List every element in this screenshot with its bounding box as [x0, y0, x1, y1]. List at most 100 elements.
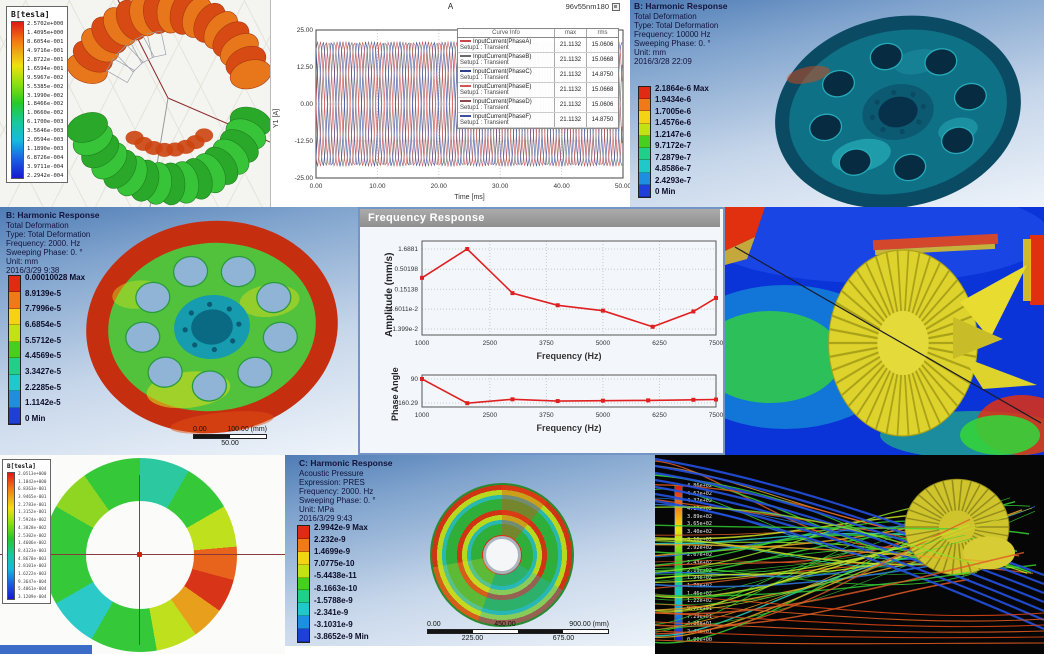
colorbar-label: -2.341e-9: [314, 607, 349, 617]
curve-setup: Setup1 : Transient: [460, 90, 509, 96]
analysis-header-line: Unit: mm: [634, 48, 666, 57]
amplitude-chart: 1000 2500 3750 5000 6250 7500 1.6881 0.50198 0.1…: [389, 240, 723, 361]
colorbar-label: 6.6854e-5: [25, 319, 62, 329]
crosshair-vertical: [139, 475, 140, 645]
legend-row: InputCurrent(PhaseB) Setup1 : Transient …: [458, 53, 618, 68]
ruler-bar: [193, 434, 267, 439]
colorbar-label: 1.4699e-9: [314, 547, 351, 557]
curve-name: InputCurrent(PhaseB): [473, 54, 532, 60]
analysis-header-line: 2016/3/29 9:43: [299, 514, 353, 523]
window-edge: [285, 646, 655, 654]
colorbar-band: [298, 603, 309, 617]
particle-id-label: 2.43e+02: [687, 559, 712, 566]
particle-id-label: 1.46e+02: [687, 590, 712, 597]
svg-text:5000: 5000: [596, 340, 611, 347]
curve-label: InputCurrent(PhaseF) Setup1 : Transient: [458, 113, 554, 127]
center-marker: [137, 552, 142, 557]
colorbar-bands: [297, 525, 310, 643]
analysis-lines: Acoustic Pressure Expression: PRES Frequen…: [299, 469, 393, 523]
colorbar-band: [298, 526, 309, 539]
curve-label: InputCurrent(PhaseA) Setup1 : Transient: [458, 38, 554, 52]
colorbar-label: 7.7996e-5: [25, 304, 62, 314]
streamlines-view: [655, 457, 1044, 645]
analysis-header-line: 2016/3/28 22:09: [634, 57, 692, 66]
analysis-header-line: Unit: MPa: [299, 505, 335, 514]
legend-value: 3.9465e-001: [18, 495, 47, 501]
legend-value: 2.0513e+000: [18, 472, 47, 477]
panel-acoustic-pressure: C: Harmonic Response Acoustic Pressure Ex…: [285, 455, 655, 654]
colorbar-band: [298, 577, 309, 591]
svg-text:40.00: 40.00: [553, 183, 570, 190]
particle-id-label: 7.29e+01: [687, 613, 712, 620]
colorbar-band: [298, 538, 309, 552]
colorbar-band: [298, 629, 309, 643]
cfd-contour-view: [725, 207, 1044, 455]
colorbar-label: -8.1663e-10: [314, 583, 358, 593]
curve-setup: Setup1 : Transient: [460, 60, 509, 66]
particle-id-label: 4.86e+02: [687, 483, 712, 489]
svg-text:2500: 2500: [483, 340, 498, 347]
svg-text:4.6011e-2: 4.6011e-2: [389, 306, 418, 313]
legend-value: 3.5646e-003: [27, 128, 64, 135]
ruler-max: 100.00 (mm): [227, 426, 267, 433]
colorbar-label: -5.4438e-11: [314, 571, 357, 581]
phase-chart: 1000 2500 3750 5000 6250 7500 90 -160.29 Frequen…: [396, 374, 723, 433]
curve-name: InputCurrent(PhaseA): [473, 39, 532, 45]
legend-colorbar: [7, 472, 15, 600]
colorbar-labels: 2.1864e-6 Max 1.9434e-6 1.7005e-6 1.4576e-6…: [655, 84, 709, 196]
analysis-header-line: Type: Total Deformation: [634, 21, 719, 30]
propeller-blade: [960, 265, 1027, 339]
ruler-450: 450.00: [494, 621, 516, 628]
particle-id-label: 3.65e+02: [687, 521, 712, 528]
colorbar-band: [9, 391, 20, 408]
particle-id-label: 9.72e+01: [687, 606, 712, 612]
svg-text:20.00: 20.00: [431, 183, 448, 190]
analysis-header-line: Acoustic Pressure: [299, 469, 364, 478]
svg-text:30.00: 30.00: [492, 183, 509, 190]
curve-setup: Setup1 : Transient: [460, 105, 509, 111]
curve-name: InputCurrent(PhaseE): [473, 84, 532, 90]
particle-id-label: 1.22e+02: [687, 598, 712, 605]
window-titlebar: Frequency Response: [360, 209, 720, 227]
phase-axis-label: Phase Angle: [390, 367, 400, 421]
legend-values: 2.5702e+000 1.4095e+000 8.6054e-001 4.9716e…: [27, 21, 63, 179]
colorbar-label: 8.9139e-5: [25, 288, 62, 298]
colorbar-band: [298, 590, 309, 604]
legend-value: 3.9711e-004: [27, 164, 64, 170]
colorbar-labels: 2.9942e-9 Max 2.232e-9 1.4699e-9 7.0775e-10…: [314, 523, 369, 641]
analysis-lines: Total Deformation Type: Total Deformation…: [634, 12, 728, 66]
colorbar-label: 1.7005e-6: [655, 106, 692, 116]
svg-text:1000: 1000: [415, 412, 430, 419]
legend-header-curve: Curve Info: [492, 30, 520, 36]
svg-text:90: 90: [411, 376, 419, 383]
curve-max: 21.1132: [554, 53, 586, 67]
curve-rms: 14.8750: [586, 113, 618, 127]
colorbar-label: 0 Min: [25, 413, 46, 423]
curve-setup: Setup1 : Transient: [460, 120, 509, 126]
colorbar-label: 3.3427e-5: [25, 366, 62, 376]
svg-text:7500: 7500: [709, 412, 723, 419]
panel-harmonic-response-2000hz: B: Harmonic Response Total Deformation Ty…: [0, 207, 358, 455]
legend-row: InputCurrent(PhaseD) Setup1 : Transient …: [458, 98, 618, 113]
legend-title: B[tesla]: [7, 463, 36, 470]
analysis-lines: Total Deformation Type: Total Deformation…: [6, 221, 100, 275]
particle-id-labels: 4.86e+02 4.62e+02 4.37e+02 4.13e+02 3.89e+02…: [687, 483, 712, 643]
analysis-header-line: Unit: mm: [6, 257, 38, 266]
legend-row: InputCurrent(PhaseC) Setup1 : Transient …: [458, 68, 618, 83]
panel-bfield-ring: B[tesla] 2.0513e+000 1.1842e+000 6.8363e-0…: [0, 455, 285, 654]
legend-values: 2.0513e+000 1.1842e+000 6.8363e-001 3.9465e…: [18, 472, 46, 600]
window-pin-icon[interactable]: [612, 2, 620, 11]
colorbar-bands: [8, 275, 21, 425]
colorbar-bands: [638, 86, 651, 198]
particle-id-label: 4.37e+02: [687, 498, 712, 505]
curve-max: 21.1132: [554, 83, 586, 97]
legend-header-row: Curve Info max rms: [458, 29, 618, 38]
legend-header-max: max: [554, 29, 586, 37]
colorbar-band: [639, 135, 650, 149]
colorbar-label: 2.232e-9: [314, 535, 346, 545]
colorbar-band: [298, 616, 309, 630]
y-axis-label: Y1 [A]: [273, 108, 280, 128]
analysis-header-line: Frequency: 10000 Hz: [634, 30, 711, 39]
colorbar-label: 7.2879e-7: [655, 152, 692, 162]
colorbar-label: 1.1142e-5: [25, 398, 61, 408]
